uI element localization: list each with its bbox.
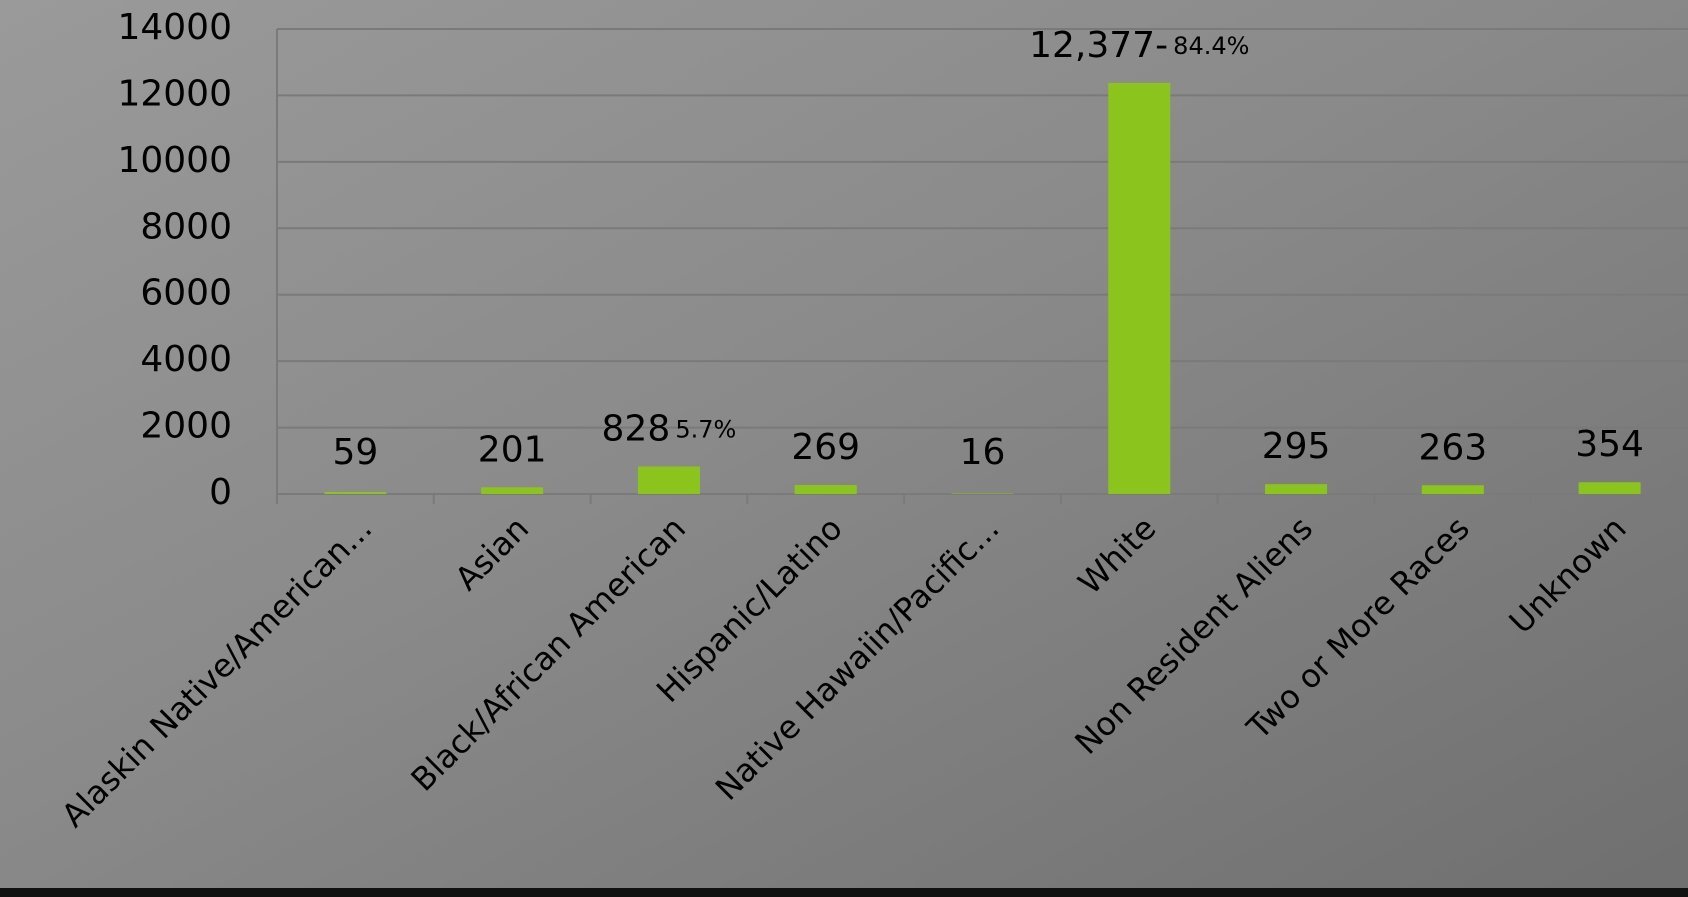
- bar: [795, 485, 857, 494]
- value-label: 295: [1262, 426, 1331, 467]
- value-label-number: 295: [1262, 426, 1331, 467]
- y-tick-label: 14000: [117, 7, 232, 48]
- bar: [638, 466, 700, 494]
- value-label-number: 59: [332, 432, 378, 473]
- value-label-number: 12,377-: [1029, 25, 1168, 66]
- value-label: 269: [791, 427, 860, 468]
- y-tick-label: 12000: [117, 73, 232, 114]
- value-label-number: 201: [478, 429, 547, 470]
- value-label: 354: [1575, 424, 1644, 465]
- percent-label: 84.4%: [1173, 32, 1249, 60]
- bar: [1579, 482, 1641, 494]
- value-label-number: 828: [602, 408, 671, 449]
- value-label: 828 5.7%: [602, 408, 737, 449]
- y-tick-label: 8000: [140, 206, 232, 247]
- y-tick-label: 6000: [140, 273, 232, 314]
- bar: [481, 487, 543, 494]
- value-label: 263: [1418, 427, 1487, 468]
- value-label: 59: [332, 432, 378, 473]
- bar: [952, 493, 1014, 494]
- y-tick-label: 2000: [140, 406, 232, 447]
- value-label-number: 263: [1418, 427, 1487, 468]
- percent-label: 5.7%: [675, 415, 736, 443]
- value-label-number: 269: [791, 427, 860, 468]
- bar: [1422, 485, 1484, 494]
- y-tick-label: 4000: [140, 339, 232, 380]
- bar: [1108, 83, 1170, 494]
- bar: [1265, 484, 1327, 494]
- value-label-number: 16: [960, 432, 1006, 473]
- bottom-band: [0, 888, 1688, 897]
- chart: 02000400060008000100001200014000Alaskin …: [0, 0, 1688, 897]
- bar: [324, 492, 386, 494]
- value-label: 201: [478, 429, 547, 470]
- value-label-number: 354: [1575, 424, 1644, 465]
- page: 02000400060008000100001200014000Alaskin …: [0, 0, 1688, 897]
- value-label: 12,377- 84.4%: [1029, 25, 1249, 66]
- y-tick-label: 10000: [117, 140, 232, 181]
- y-tick-label: 0: [209, 472, 232, 513]
- value-label: 16: [960, 432, 1006, 473]
